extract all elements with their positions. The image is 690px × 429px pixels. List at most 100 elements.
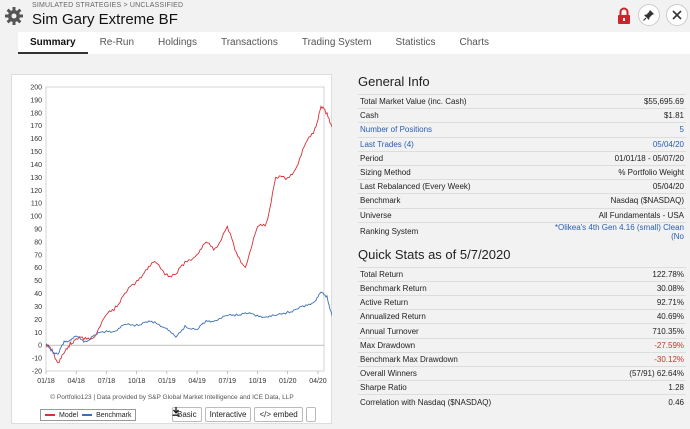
- y-tick-label: 120: [30, 188, 42, 195]
- row-value: 01/01/18 - 05/07/20: [509, 150, 686, 166]
- x-tick-label: 07/18: [98, 378, 116, 385]
- table-row: Benchmark Max Drawdown -30.12%: [358, 351, 686, 367]
- pin-icon: [643, 10, 654, 21]
- performance-chart[interactable]: 2001901801701601501401301201101009080706…: [12, 75, 332, 393]
- y-tick-label: 40: [34, 291, 42, 298]
- x-tick-label: 01/18: [37, 378, 55, 385]
- row-label: Benchmark Max Drawdown: [358, 351, 587, 367]
- interactive-button[interactable]: Interactive: [204, 407, 252, 422]
- y-tick-label: 140: [30, 162, 42, 169]
- table-row: Overall Winners (57/91) 62.64%: [358, 365, 686, 381]
- last-trades-link[interactable]: Last Trades (4): [358, 136, 510, 152]
- row-label: Active Return: [358, 295, 587, 310]
- gear-icon[interactable]: [4, 6, 24, 26]
- benchmark-swatch: [82, 414, 93, 416]
- chart-legend[interactable]: Model Benchmark: [40, 409, 137, 421]
- general-info-heading: General Info: [358, 74, 430, 89]
- x-tick-label: 04/19: [188, 378, 206, 385]
- legend-benchmark: Benchmark: [96, 411, 132, 419]
- y-tick-label: -20: [32, 369, 42, 376]
- ranking-system-name-cont[interactable]: (No: [671, 231, 684, 241]
- row-label: Overall Winners: [358, 365, 587, 381]
- y-tick-label: 150: [30, 149, 42, 156]
- basic-button[interactable]: Basic: [172, 407, 202, 422]
- table-row: Max Drawdown -27.59%: [358, 337, 686, 353]
- x-tick-label: 01/19: [158, 378, 176, 385]
- row-label: Max Drawdown: [358, 337, 587, 353]
- y-tick-label: 20: [34, 317, 42, 324]
- row-label: Last Rebalanced (Every Week): [358, 179, 510, 194]
- tab-bar: Summary Re-Run Holdings Transactions Tra…: [18, 32, 690, 54]
- chart-buttons: Basic Interactive </> embed: [172, 407, 316, 422]
- close-button[interactable]: [666, 4, 688, 26]
- row-label: Period: [358, 150, 510, 166]
- row-label: Annual Turnover: [358, 323, 587, 339]
- lock-icon[interactable]: [617, 7, 631, 25]
- tab-rerun[interactable]: Re-Run: [99, 37, 135, 48]
- tab-statistics[interactable]: Statistics: [395, 37, 436, 48]
- info-panel: General Info Total Market Value (inc. Ca…: [358, 74, 686, 410]
- x-tick-label: 07/19: [219, 378, 237, 385]
- row-value: 122.78%: [586, 266, 686, 282]
- row-value: All Fundamentals - USA: [509, 207, 686, 223]
- row-label: Total Return: [358, 266, 587, 282]
- row-value: $55,695.69: [509, 93, 686, 109]
- table-row: Last Trades (4) 05/04/20: [358, 136, 686, 152]
- row-label: Benchmark Return: [358, 280, 587, 296]
- ranking-system-link[interactable]: *Olikea's 4th Gen 4.16 (small) Clean (No: [509, 221, 686, 241]
- table-row: Cash $1.81: [358, 108, 686, 123]
- y-tick-label: 160: [30, 136, 42, 143]
- y-tick-label: 90: [34, 227, 42, 234]
- breadcrumb[interactable]: SIMULATED STRATEGIES > UNCLASSIFIED: [32, 2, 184, 9]
- tab-transactions[interactable]: Transactions: [220, 37, 278, 48]
- row-value: (57/91) 62.64%: [586, 365, 686, 381]
- row-label: Correlation with Nasdaq ($NASDAQ): [358, 394, 587, 410]
- pin-button[interactable]: [638, 4, 660, 26]
- table-row: Annualized Return 40.69%: [358, 309, 686, 324]
- download-icon: [172, 407, 180, 416]
- x-tick-label: 10/18: [128, 378, 146, 385]
- model-swatch: [45, 414, 55, 416]
- row-value: % Portfolio Weight: [509, 164, 686, 180]
- row-value: 40.69%: [586, 309, 686, 324]
- content: 200 190 180 170 160 150 140 130 120 110 100 90 80 70 6…: [0, 54, 690, 429]
- y-tick-label: 30: [34, 304, 42, 311]
- table-row: Sharpe Ratio 1.28: [358, 380, 686, 395]
- row-label: Ranking System: [358, 221, 510, 241]
- header: SIMULATED STRATEGIES > UNCLASSIFIED Sim …: [0, 0, 690, 32]
- tab-charts[interactable]: Charts: [459, 37, 489, 48]
- row-value: -30.12%: [586, 351, 686, 367]
- y-tick-label: 70: [34, 252, 42, 259]
- x-tick-label: 10/19: [249, 378, 267, 385]
- plot-area: [45, 86, 325, 372]
- y-tick-label: 110: [31, 201, 42, 208]
- row-label: Cash: [358, 108, 510, 123]
- row-label: Universe: [358, 207, 510, 223]
- embed-button[interactable]: </> embed: [254, 407, 303, 422]
- row-label: Benchmark: [358, 193, 510, 208]
- y-tick-label: 200: [30, 85, 42, 92]
- download-button[interactable]: [172, 407, 316, 422]
- ranking-system-name[interactable]: *Olikea's 4th Gen 4.16 (small) Clean: [554, 222, 684, 232]
- table-row: Number of Positions 5: [358, 122, 686, 138]
- tab-trading-system[interactable]: Trading System: [301, 37, 372, 48]
- last-trades-value[interactable]: 05/04/20: [509, 136, 686, 152]
- chart-footer-note: © Portfolio123 | Data provided by S&P Gl…: [50, 394, 294, 401]
- row-label: Annualized Return: [358, 309, 587, 324]
- quick-stats-heading: Quick Stats as of 5/7/2020: [358, 246, 511, 262]
- number-of-positions-link[interactable]: Number of Positions: [358, 122, 510, 138]
- tab-holdings[interactable]: Holdings: [158, 37, 197, 48]
- row-value: 0.46: [586, 394, 686, 410]
- row-value: Nasdaq ($NASDAQ): [509, 193, 686, 208]
- row-value: 92.71%: [586, 295, 686, 310]
- table-row: Universe All Fundamentals - USA: [358, 207, 686, 223]
- y-tick-label: 170: [30, 123, 42, 130]
- row-label: Sizing Method: [358, 164, 510, 180]
- number-of-positions-value[interactable]: 5: [509, 122, 686, 138]
- table-row: Sizing Method% Portfolio Weight: [358, 164, 686, 180]
- page-title: Sim Gary Extreme BF: [32, 11, 178, 28]
- y-tick-label: 50: [34, 278, 42, 285]
- y-tick-label: 0: [38, 343, 42, 350]
- tab-summary[interactable]: Summary: [18, 32, 88, 54]
- benchmark-series-line: [45, 291, 332, 355]
